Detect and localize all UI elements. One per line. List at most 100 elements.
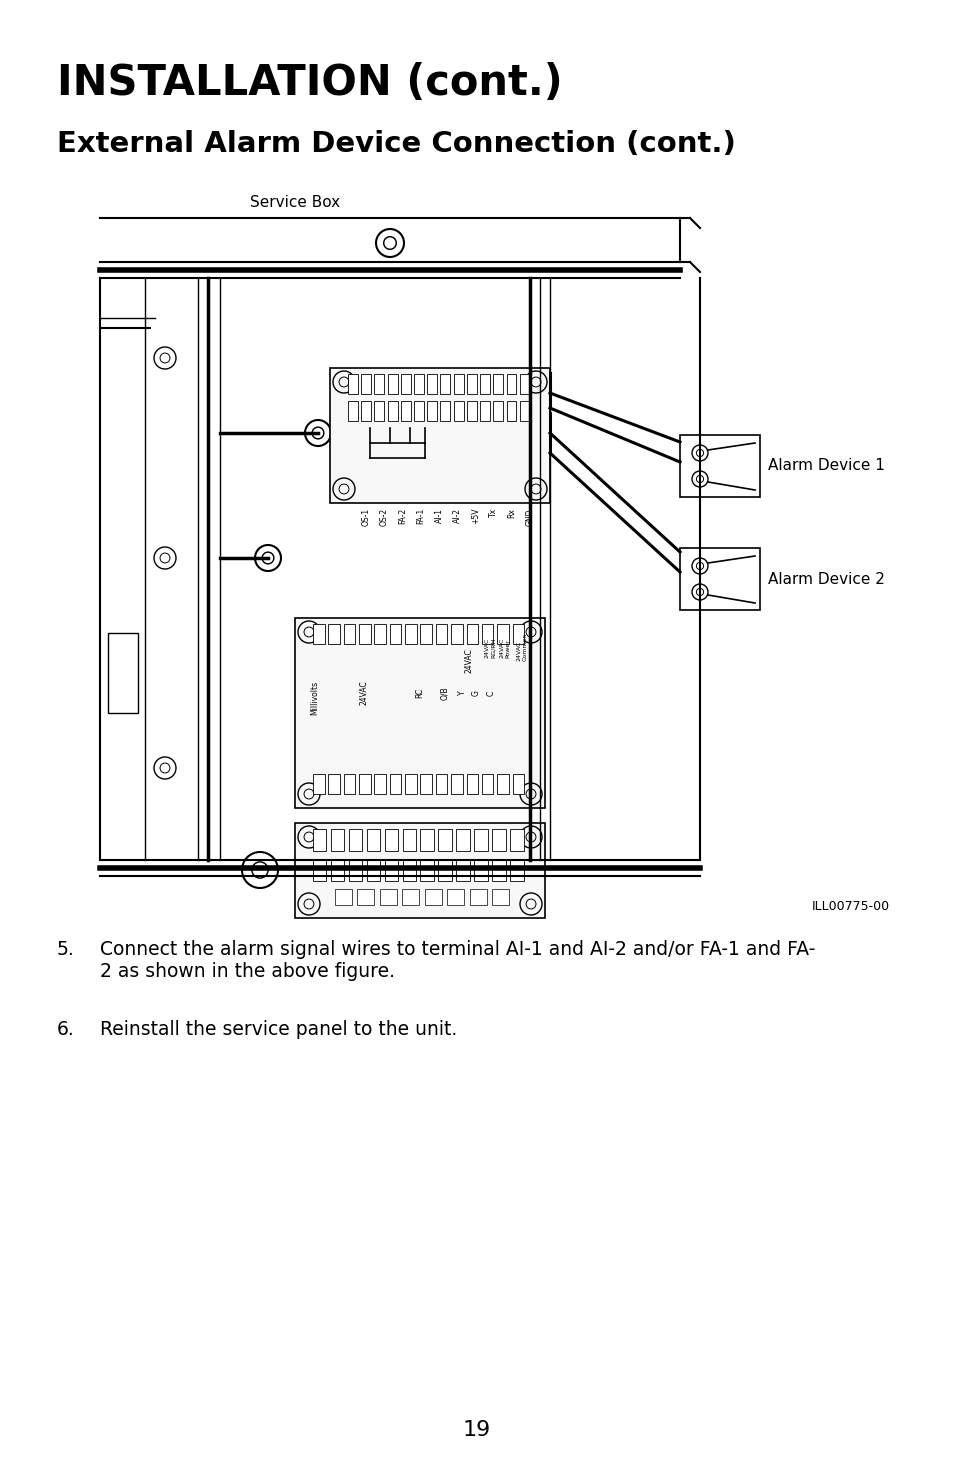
Bar xyxy=(402,889,419,906)
Bar xyxy=(328,624,339,645)
Bar xyxy=(358,774,370,794)
Text: Millivolts: Millivolts xyxy=(310,681,318,715)
Text: AI-2: AI-2 xyxy=(453,507,461,524)
Text: ILL00775-00: ILL00775-00 xyxy=(811,900,889,913)
Bar xyxy=(348,401,357,420)
Bar xyxy=(390,774,401,794)
Text: FA-1: FA-1 xyxy=(416,507,425,524)
Text: Rx: Rx xyxy=(507,507,516,518)
Bar xyxy=(420,774,432,794)
Bar xyxy=(492,889,509,906)
Bar xyxy=(493,375,503,394)
Bar xyxy=(379,889,396,906)
Text: External Alarm Device Connection (cont.): External Alarm Device Connection (cont.) xyxy=(57,130,735,158)
Bar xyxy=(438,858,452,881)
Bar xyxy=(466,624,477,645)
Bar xyxy=(331,858,344,881)
Text: RC: RC xyxy=(415,687,423,698)
Bar xyxy=(451,624,462,645)
Bar xyxy=(330,367,550,503)
Bar xyxy=(479,401,490,420)
Text: Reinstall the service panel to the unit.: Reinstall the service panel to the unit. xyxy=(100,1021,456,1038)
Bar xyxy=(294,618,544,808)
Bar xyxy=(374,375,384,394)
Bar xyxy=(387,375,397,394)
Text: +5V: +5V xyxy=(471,507,479,525)
Text: OS-1: OS-1 xyxy=(361,507,371,527)
Bar xyxy=(481,624,493,645)
Bar xyxy=(497,774,508,794)
Bar xyxy=(343,624,355,645)
Bar xyxy=(510,858,523,881)
Bar xyxy=(402,858,416,881)
Bar xyxy=(343,774,355,794)
Bar xyxy=(358,624,370,645)
Bar xyxy=(108,633,138,712)
Bar xyxy=(420,858,434,881)
Bar xyxy=(479,375,490,394)
Bar xyxy=(510,829,523,851)
Bar xyxy=(506,401,516,420)
Text: Service Box: Service Box xyxy=(250,195,340,209)
Text: FA-2: FA-2 xyxy=(397,507,407,524)
Bar xyxy=(361,375,371,394)
Bar xyxy=(466,774,477,794)
Bar xyxy=(400,401,411,420)
Bar xyxy=(313,829,326,851)
Text: 5.: 5. xyxy=(57,940,74,959)
Bar xyxy=(440,401,450,420)
Bar xyxy=(405,624,416,645)
Text: 19: 19 xyxy=(462,1420,491,1440)
Bar xyxy=(474,858,487,881)
Text: 24VAC: 24VAC xyxy=(359,680,369,705)
Bar xyxy=(456,858,469,881)
Text: 24VAC: 24VAC xyxy=(464,648,474,673)
Bar xyxy=(400,375,411,394)
Bar xyxy=(366,829,380,851)
Text: 24VAC
RG/RH: 24VAC RG/RH xyxy=(484,639,496,658)
Bar xyxy=(427,375,436,394)
Bar xyxy=(313,774,324,794)
Bar xyxy=(328,774,339,794)
Bar xyxy=(481,774,493,794)
Bar xyxy=(447,889,464,906)
Text: 24VAC
Power: 24VAC Power xyxy=(499,639,510,658)
Text: 6.: 6. xyxy=(57,1021,74,1038)
Text: OS-2: OS-2 xyxy=(379,507,389,527)
Bar xyxy=(506,375,516,394)
Bar xyxy=(384,829,397,851)
Text: INSTALLATION (cont.): INSTALLATION (cont.) xyxy=(57,62,562,105)
Bar xyxy=(519,401,529,420)
Bar xyxy=(454,401,463,420)
Bar xyxy=(436,624,447,645)
Bar xyxy=(374,774,386,794)
Bar xyxy=(366,858,380,881)
Bar xyxy=(679,435,760,497)
Bar xyxy=(679,549,760,611)
Text: Connect the alarm signal wires to terminal AI-1 and AI-2 and/or FA-1 and FA-
2 a: Connect the alarm signal wires to termin… xyxy=(100,940,815,981)
Text: Tx: Tx xyxy=(489,507,497,518)
Text: GND: GND xyxy=(525,507,534,525)
Bar xyxy=(420,829,434,851)
Bar xyxy=(424,889,441,906)
Bar xyxy=(492,829,505,851)
Bar xyxy=(361,401,371,420)
Bar xyxy=(331,829,344,851)
Bar xyxy=(512,774,523,794)
Bar xyxy=(497,624,508,645)
Bar xyxy=(427,401,436,420)
Bar xyxy=(454,375,463,394)
Bar xyxy=(349,829,362,851)
Text: 24VAC
Common: 24VAC Common xyxy=(517,633,527,661)
Bar xyxy=(456,829,469,851)
Bar xyxy=(519,375,529,394)
Bar xyxy=(390,624,401,645)
Bar xyxy=(438,829,452,851)
Text: G: G xyxy=(472,690,480,696)
Text: O/B: O/B xyxy=(439,686,449,699)
Bar xyxy=(470,889,486,906)
Bar xyxy=(313,858,326,881)
Bar xyxy=(451,774,462,794)
Bar xyxy=(492,858,505,881)
Bar xyxy=(466,375,476,394)
